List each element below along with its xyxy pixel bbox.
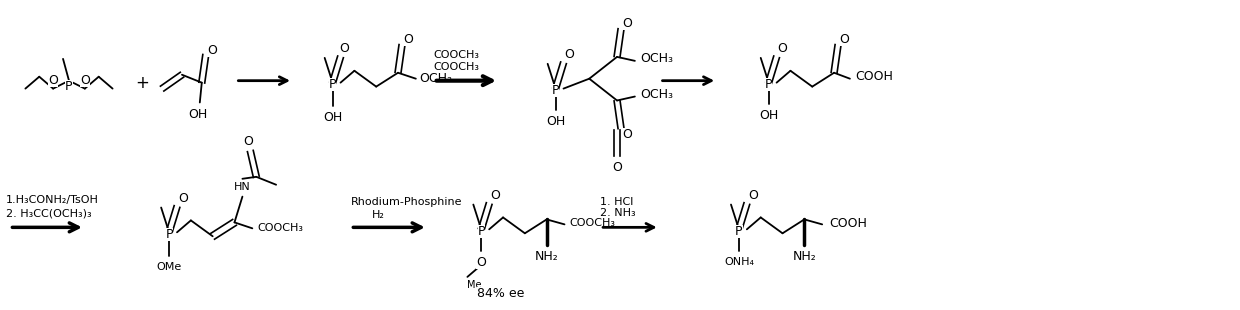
Text: O: O [490, 189, 500, 202]
Text: NH₂: NH₂ [534, 250, 558, 263]
Text: 2. H₃CC(OCH₃)₃: 2. H₃CC(OCH₃)₃ [5, 208, 92, 219]
Text: O: O [777, 42, 787, 55]
Text: O: O [622, 128, 632, 141]
Text: NH₂: NH₂ [792, 250, 816, 263]
Text: O: O [340, 42, 350, 55]
Text: O: O [748, 189, 758, 202]
Text: O: O [403, 33, 413, 46]
Text: OH: OH [759, 109, 779, 122]
Text: 1.H₃CONH₂/TsOH: 1.H₃CONH₂/TsOH [5, 195, 98, 205]
Text: COOCH₃: COOCH₃ [569, 218, 615, 228]
Text: +: + [135, 74, 149, 92]
Text: O: O [476, 255, 486, 268]
Text: COOH: COOH [854, 70, 893, 83]
Text: P: P [329, 78, 336, 91]
Text: O: O [839, 33, 849, 46]
Text: OH: OH [322, 111, 342, 124]
Text: 84% ee: 84% ee [477, 287, 525, 300]
Text: OMe: OMe [156, 262, 182, 272]
Text: O: O [613, 162, 622, 175]
Text: O: O [48, 74, 58, 87]
Text: P: P [477, 225, 485, 238]
Text: OCH₃: OCH₃ [640, 88, 673, 101]
Text: H₂: H₂ [372, 210, 386, 220]
Text: O: O [79, 74, 89, 87]
Text: P: P [552, 84, 559, 97]
Text: OCH₃: OCH₃ [640, 52, 673, 65]
Text: OH: OH [546, 115, 565, 128]
Text: P: P [765, 78, 773, 91]
Text: COOCH₃: COOCH₃ [434, 62, 480, 72]
Text: O: O [243, 135, 253, 148]
Text: 1. HCl: 1. HCl [600, 197, 634, 206]
Text: COOH: COOH [830, 217, 867, 230]
Text: OCH₃: OCH₃ [419, 72, 453, 85]
Text: HN: HN [234, 182, 250, 192]
Text: O: O [207, 44, 217, 57]
Text: COOCH₃: COOCH₃ [434, 50, 480, 60]
Text: O: O [564, 48, 574, 61]
Text: P: P [165, 228, 172, 241]
Text: O: O [622, 17, 632, 30]
Text: O: O [179, 192, 188, 205]
Text: ONH₄: ONH₄ [724, 257, 754, 267]
Text: P: P [735, 225, 743, 238]
Text: Me: Me [467, 280, 482, 290]
Text: P: P [66, 80, 73, 93]
Text: 2. NH₃: 2. NH₃ [600, 208, 636, 219]
Text: COOCH₃: COOCH₃ [257, 223, 303, 233]
Text: OH: OH [188, 108, 207, 121]
Text: Rhodium-Phosphine: Rhodium-Phosphine [351, 197, 463, 206]
